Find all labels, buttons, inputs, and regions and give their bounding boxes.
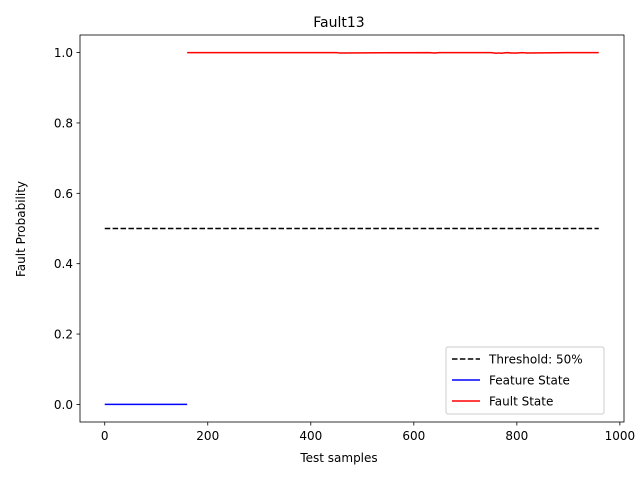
plot-area: 0 200 400 600 800 1000 0.0 0.2 0.4 0.6 0.8 1.0	[54, 34, 636, 443]
y-tick-label-4: 0.8	[54, 116, 73, 130]
series-line-2	[187, 51, 599, 55]
y-tick-label-3: 0.6	[54, 187, 73, 201]
x-tick-label-1: 200	[196, 429, 219, 443]
x-tick-label-0: 0	[101, 429, 109, 443]
y-tick-label-2: 0.4	[54, 257, 73, 271]
y-tick-label-5: 1.0	[54, 46, 73, 60]
legend-label-2: Fault State	[489, 395, 553, 409]
x-tick-label-4: 800	[505, 429, 528, 443]
chart-title: Fault13	[313, 15, 364, 31]
y-tick-label-1: 0.2	[54, 328, 73, 342]
legend-label-1: Feature State	[489, 374, 570, 388]
legend-label-0: Threshold: 50%	[488, 353, 583, 367]
x-tick-label-3: 600	[402, 429, 425, 443]
legend: Threshold: 50% Feature State Fault State	[445, 346, 605, 415]
y-axis-label: Fault Probability	[14, 181, 28, 277]
legend-box	[445, 346, 605, 415]
x-tick-label-2: 400	[299, 429, 322, 443]
x-tick-label-5: 1000	[605, 429, 636, 443]
axes-frame	[79, 34, 625, 423]
y-tick-label-0: 0.0	[54, 398, 73, 412]
x-axis-label: Test samples	[299, 451, 377, 465]
